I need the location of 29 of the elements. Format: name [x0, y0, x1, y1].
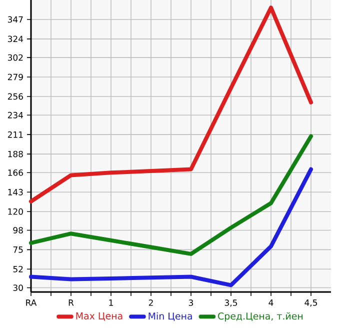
y-tick-label: 279 — [8, 74, 23, 80]
y-tick-label: 166 — [8, 169, 23, 176]
y-tick-label: 120 — [8, 208, 23, 215]
y-tick-label: 75 — [13, 246, 23, 253]
x-tick-label: R — [68, 300, 74, 306]
y-tick-label: 30 — [13, 284, 23, 291]
y-tick-label: 188 — [8, 150, 23, 158]
y-tick-label: 347 — [8, 16, 23, 23]
legend-label: Сред.Цена, т.йен — [218, 312, 303, 322]
legend-label: Min Цена — [148, 312, 192, 321]
x-tick-label: RA — [26, 300, 37, 306]
x-tick-label: 1 — [109, 300, 113, 306]
y-tick-label: 211 — [8, 131, 23, 138]
y-tick-label: 302 — [8, 54, 23, 61]
y-tick-label: 324 — [8, 36, 23, 42]
line-series — [29, 167, 313, 288]
y-tick-label: 234 — [8, 112, 23, 118]
x-tick-label: 4 — [268, 300, 274, 306]
x-tick-label: 3 — [188, 300, 194, 306]
line-series — [29, 6, 313, 204]
x-tick-label: 4,5 — [304, 300, 317, 307]
x-tick-label: 3,5 — [224, 300, 237, 307]
line-series — [29, 134, 313, 256]
y-tick-label: 256 — [8, 93, 23, 100]
y-tick-label: 52 — [13, 266, 23, 272]
y-tick-label: 98 — [13, 227, 23, 234]
y-tick-label: 143 — [8, 188, 23, 196]
x-tick-label: 2 — [148, 300, 153, 306]
legend-label: Max Цена — [76, 312, 122, 321]
